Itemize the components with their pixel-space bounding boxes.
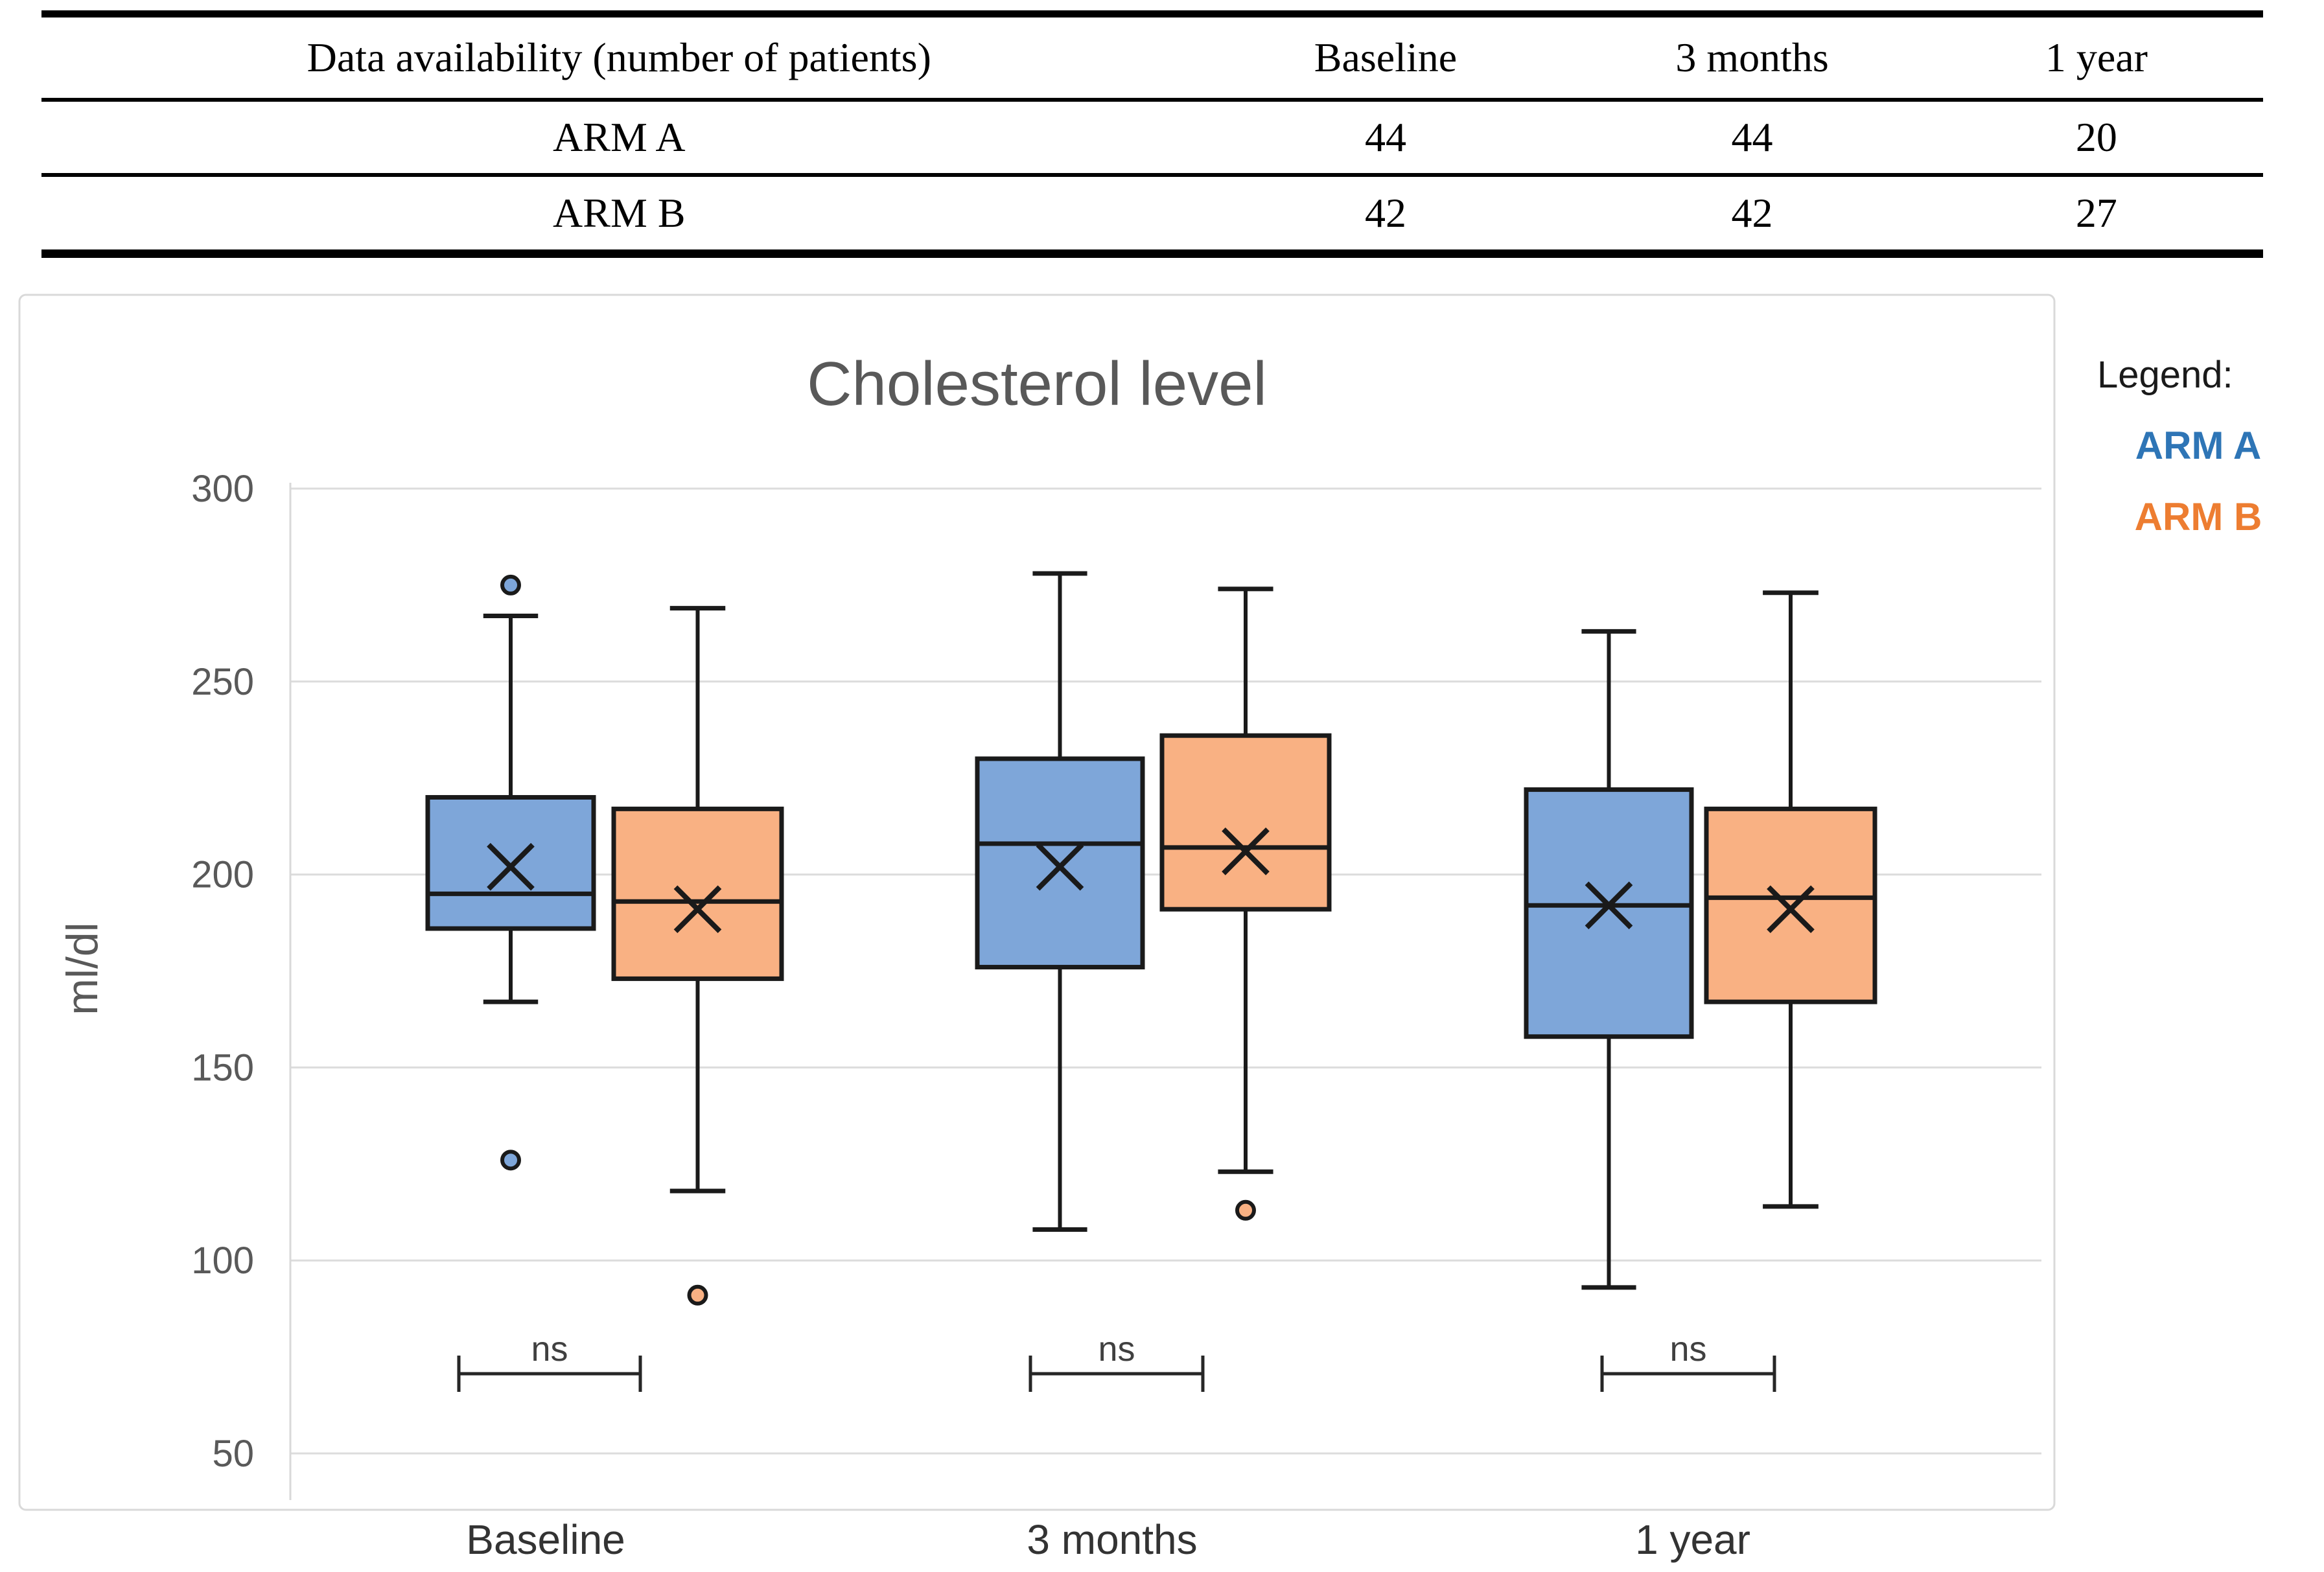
data-availability-table: Data availability (number of patients) B… (41, 10, 2263, 258)
arm-b-baseline-count: 42 (1364, 190, 1406, 236)
table-header-row: Data availability (number of patients) B… (41, 14, 2263, 102)
arm-b-mean-marker (673, 885, 722, 934)
ns-label: ns (531, 1330, 568, 1369)
arm-a-box (425, 794, 596, 931)
arm-a-baseline-count: 44 (1196, 100, 1575, 177)
arm-a-box (975, 756, 1145, 970)
legend-entry-arm-b: ARM B (2135, 495, 2262, 538)
table-header-baseline: Baseline (1196, 14, 1575, 102)
arm-a-mean-marker (1036, 842, 1084, 891)
legend-entry-arm-a: ARM A (2135, 424, 2261, 467)
table-header-availability: Data availability (number of patients) (41, 14, 1197, 102)
arm-a-1year-count: 20 (1929, 100, 2263, 177)
y-tick-label: 300 (191, 468, 254, 510)
arm-a-box (1524, 787, 1694, 1039)
arm-b-box (1159, 733, 1332, 912)
y-tick-label: 250 (191, 661, 254, 703)
arm-a-3months-count: 44 (1574, 100, 1930, 177)
chart-title: Cholesterol level (807, 349, 1267, 419)
arm-b-box (611, 806, 784, 981)
table-header-1year: 1 year (1929, 14, 2263, 102)
arm-b-mean-marker (1222, 827, 1270, 875)
table-header-3months: 3 months (1574, 14, 1930, 102)
arm-b-1year-count: 27 (2075, 190, 2117, 236)
table-row-arm-b: ARM B 42 42 27 (41, 175, 2263, 254)
y-tick-label: 150 (191, 1046, 254, 1089)
legend-title: Legend: (2097, 354, 2233, 396)
x-category-label: 3 months (1027, 1516, 1197, 1563)
arm-b-outlier-point (687, 1284, 708, 1306)
arm-b-mean-marker (1767, 885, 1815, 934)
y-tick-label: 200 (191, 854, 254, 896)
arm-a-mean-marker (1585, 881, 1633, 930)
row-label-arm-a: ARM A (41, 100, 1197, 177)
y-axis-label: ml/dl (58, 922, 107, 1015)
cholesterol-chart: 300 250 200 150 100 50 Cholesterol level ml/dl n… (0, 285, 2324, 1572)
x-category-label: Baseline (466, 1516, 625, 1563)
x-category-label: 1 year (1635, 1516, 1750, 1563)
ns-label: ns (1669, 1330, 1706, 1369)
y-tick-label: 100 (191, 1240, 254, 1282)
row-label-arm-b: ARM B (553, 190, 686, 236)
table-row-arm-a: ARM A 44 44 20 (41, 100, 2263, 177)
arm-b-3months-count: 42 (1731, 190, 1773, 236)
y-tick-label: 50 (212, 1433, 254, 1475)
arm-b-outlier-point (1235, 1199, 1256, 1221)
arm-a-outlier-point (500, 574, 521, 595)
arm-b-box (1704, 806, 1877, 1004)
arm-a-outlier-point (500, 1150, 521, 1171)
ns-label: ns (1098, 1330, 1135, 1369)
boxplot-svg: 300 250 200 150 100 50 Cholesterol level ml/dl n… (18, 294, 2262, 1563)
arm-a-mean-marker (487, 842, 535, 891)
